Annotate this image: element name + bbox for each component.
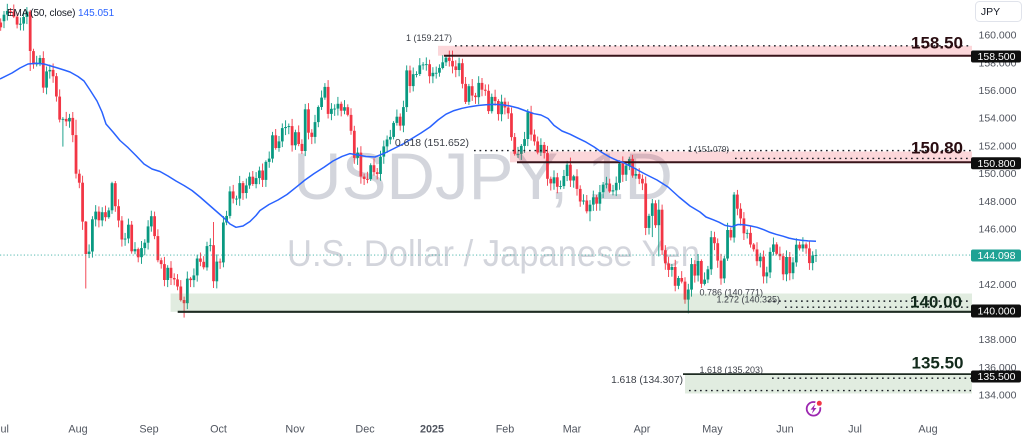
svg-text:135.50: 135.50 (912, 353, 964, 372)
svg-text:146.000: 146.000 (979, 224, 1017, 236)
svg-text:145.051: 145.051 (78, 8, 115, 19)
svg-text:Mar: Mar (563, 424, 582, 436)
svg-text:140.000: 140.000 (978, 306, 1016, 318)
svg-text:Sep: Sep (139, 424, 158, 436)
svg-text:158.50: 158.50 (911, 34, 963, 53)
svg-text:Aug: Aug (918, 424, 937, 436)
svg-text:150.80: 150.80 (911, 139, 963, 158)
svg-text:1.618 (135.203): 1.618 (135.203) (699, 365, 763, 375)
svg-text:Nov: Nov (285, 424, 305, 436)
svg-text:1 (151.079): 1 (151.079) (688, 145, 729, 154)
svg-text:152.000: 152.000 (979, 140, 1017, 152)
svg-text:2025: 2025 (420, 424, 444, 436)
svg-text:0.786 (140.771): 0.786 (140.771) (699, 288, 763, 298)
svg-text:USDJPY, 1D: USDJPY, 1D (293, 139, 673, 213)
svg-text:138.000: 138.000 (979, 334, 1017, 346)
svg-text:150.000: 150.000 (979, 168, 1017, 180)
svg-text:Jun: Jun (776, 424, 793, 436)
svg-text:Oct: Oct (210, 424, 227, 436)
svg-text:1.618 (134.307): 1.618 (134.307) (611, 375, 683, 386)
svg-text:1 (159.217): 1 (159.217) (406, 33, 452, 43)
svg-text:156.000: 156.000 (979, 85, 1017, 97)
svg-text:134.000: 134.000 (979, 390, 1017, 402)
svg-text:JPY: JPY (981, 6, 1000, 18)
svg-text:Jul: Jul (0, 424, 9, 436)
svg-text:158.500: 158.500 (978, 51, 1016, 63)
svg-text:0.618 (151.652): 0.618 (151.652) (395, 137, 469, 149)
svg-text:148.000: 148.000 (979, 196, 1017, 208)
svg-text:135.500: 135.500 (978, 371, 1016, 383)
svg-text:Jul: Jul (848, 424, 862, 436)
svg-text:U.S. Dollar / Japanese Yen: U.S. Dollar / Japanese Yen (287, 232, 700, 274)
svg-text:140.00: 140.00 (910, 293, 962, 312)
svg-text:May: May (702, 424, 723, 436)
svg-text:EMA (50, close): EMA (50, close) (7, 8, 75, 19)
svg-text:144.098: 144.098 (978, 250, 1016, 262)
svg-text:Feb: Feb (496, 424, 515, 436)
svg-text:1.272 (140.335): 1.272 (140.335) (716, 295, 780, 305)
svg-text:142.000: 142.000 (979, 279, 1017, 291)
svg-text:Dec: Dec (355, 424, 375, 436)
svg-text:150.800: 150.800 (978, 158, 1016, 170)
svg-text:Aug: Aug (68, 424, 87, 436)
svg-text:Apr: Apr (634, 424, 651, 436)
svg-text:154.000: 154.000 (979, 113, 1017, 125)
svg-text:160.000: 160.000 (979, 30, 1017, 42)
